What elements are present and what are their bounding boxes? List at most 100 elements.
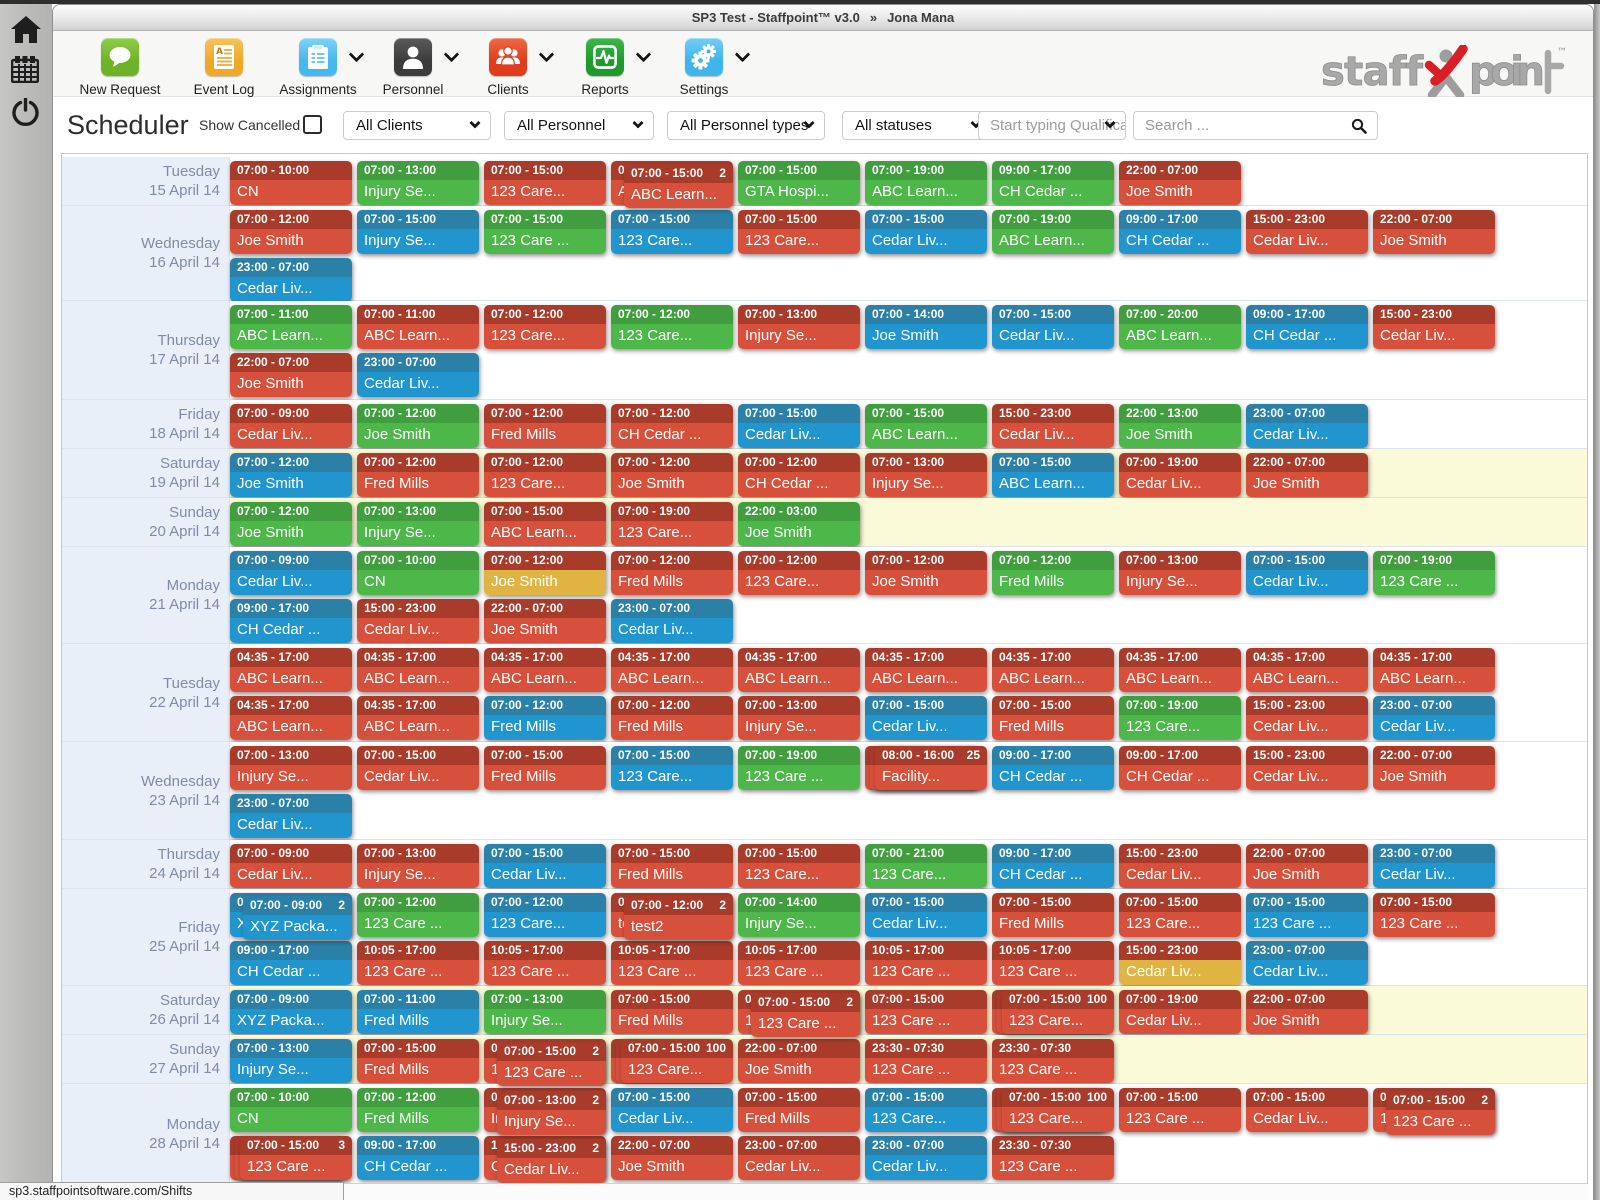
shift-card[interactable]: 07:00 - 19:00 123 Care... [611, 502, 733, 546]
shift-card[interactable]: 10:05 - 17:00 123 Care ... [865, 941, 987, 985]
shift-card[interactable]: 07:00 - 15:00 Cedar Liv... [484, 844, 606, 888]
shift-card[interactable]: 22:00 - 07:00 Joe Smith [1246, 990, 1368, 1034]
shift-card[interactable]: 07:00 - 15:00 123 Care... [738, 210, 860, 254]
chevron-down-icon[interactable] [538, 46, 555, 63]
shift-card[interactable]: 07:00 - 12:00 Fred Mills [357, 1088, 479, 1132]
shift-card[interactable]: 22:00 - 07:00 Joe Smith [1373, 210, 1495, 254]
shift-card[interactable]: 07:00 - 21:00 123 Care... [865, 844, 987, 888]
toolbar-item-personnel[interactable]: Personnel [383, 38, 443, 97]
shift-card[interactable]: 07:00 - 10:00 CN [230, 161, 352, 205]
shift-card[interactable]: 22:00 - 07:00 Joe Smith [1373, 746, 1495, 790]
shift-card-stack[interactable]: 07:00 - 15:00 3 123 Care ... [230, 1136, 352, 1183]
shift-card[interactable]: 22:00 - 07:00 Joe Smith [230, 353, 352, 397]
shift-card[interactable]: 09:00 - 17:00 CH Cedar ... [230, 599, 352, 643]
shift-card[interactable]: 07:00 - 15:00 100 123 Care... [621, 1039, 733, 1083]
shift-card[interactable]: 07:00 - 10:00 CN [357, 551, 479, 595]
shift-card[interactable]: 07:00 - 15:00 Injury Se... [357, 210, 479, 254]
shift-card[interactable]: 22:00 - 07:00 Joe Smith [1246, 453, 1368, 497]
shift-card[interactable]: 07:00 - 15:00 Cedar Liv... [357, 746, 479, 790]
shift-card[interactable]: 07:00 - 12:00 Joe Smith [230, 453, 352, 497]
shift-card[interactable]: 23:00 - 07:00 Cedar Liv... [1373, 696, 1495, 740]
shift-card[interactable]: 04:35 - 17:00 ABC Learn... [738, 648, 860, 692]
personnel-filter-select[interactable]: All Personnel [504, 111, 654, 140]
shift-card[interactable]: 07:00 - 12:00 123 Care... [484, 893, 606, 937]
shift-card[interactable]: 07:00 - 12:00 Fred Mills [484, 696, 606, 740]
shift-card[interactable]: 07:00 - 14:00 Injury Se... [738, 893, 860, 937]
toolbar-item-new-request[interactable]: New Request [79, 38, 161, 97]
power-icon[interactable] [11, 98, 40, 127]
shift-card[interactable]: 22:00 - 13:00 Joe Smith [1119, 404, 1241, 448]
shift-card[interactable]: 04:35 - 17:00 ABC Learn... [484, 648, 606, 692]
shift-card[interactable]: 07:00 - 11:00 Fred Mills [357, 990, 479, 1034]
shift-card[interactable]: 07:00 - 19:00 ABC Learn... [865, 161, 987, 205]
qualification-input[interactable]: Start typing Qualifica [978, 111, 1126, 140]
shift-card[interactable]: 04:35 - 17:00 ABC Learn... [230, 648, 352, 692]
toolbar-item-clients[interactable]: Clients [487, 38, 529, 97]
show-cancelled-checkbox[interactable] [303, 115, 322, 134]
shift-card[interactable]: 07:00 - 10:00 CN [230, 1088, 352, 1132]
shift-card[interactable]: 08:00 - 16:00 25 Facility... [875, 746, 987, 790]
shift-card[interactable]: 23:30 - 07:30 123 Care ... [992, 1039, 1114, 1083]
shift-card[interactable]: 07:00 - 15:00 Fred Mills [992, 893, 1114, 937]
shift-card[interactable]: 10:05 - 17:00 123 Care ... [357, 941, 479, 985]
clients-filter-select[interactable]: All Clients [343, 111, 491, 140]
shift-card[interactable]: 07:00 - 09:00 Cedar Liv... [230, 404, 352, 448]
shift-card[interactable]: 23:00 - 07:00 Cedar Liv... [1246, 941, 1368, 985]
toolbar-item-event-log[interactable]: A Event Log [194, 38, 254, 97]
shift-card[interactable]: 07:00 - 15:00 Fred Mills [611, 844, 733, 888]
shift-card[interactable]: 22:00 - 07:00 Joe Smith [738, 1039, 860, 1083]
shift-card[interactable]: 23:30 - 07:30 123 Care ... [992, 1136, 1114, 1180]
shift-card[interactable]: 07:00 - 15:00 123 Care... [611, 210, 733, 254]
shift-card[interactable]: 07:00 - 15:00 2 ABC Learn... [624, 164, 733, 208]
shift-card[interactable]: 23:00 - 07:00 Cedar Liv... [230, 794, 352, 838]
shift-card[interactable]: 07:00 - 15:00 Cedar Liv... [738, 404, 860, 448]
toolbar-item-settings[interactable]: Settings [680, 38, 728, 97]
shift-card-stack[interactable]: 07:00 - 15:00 100 123 Care... [992, 1088, 1114, 1135]
shift-card[interactable]: 07:00 - 12:00 123 Care... [484, 453, 606, 497]
shift-card[interactable]: 04:35 - 17:00 ABC Learn... [357, 648, 479, 692]
shift-card[interactable]: 09:00 - 17:00 CH Cedar ... [992, 161, 1114, 205]
shift-card[interactable]: 07:00 - 15:00 123 Care... [1119, 893, 1241, 937]
chevron-down-icon[interactable] [348, 46, 365, 63]
shift-card[interactable]: 23:00 - 07:00 Cedar Liv... [1373, 844, 1495, 888]
shift-card[interactable]: 07:00 - 15:00 Cedar Liv... [611, 1088, 733, 1132]
shift-card[interactable]: 09:00 - 17:00 CH Cedar ... [357, 1136, 479, 1180]
shift-card[interactable]: 07:00 - 15:00 Fred Mills [992, 696, 1114, 740]
shift-card[interactable]: 07:00 - 19:00 123 Care ... [738, 746, 860, 790]
shift-card[interactable]: 07:00 - 15:00 Fred Mills [484, 746, 606, 790]
shift-card[interactable]: 04:35 - 17:00 ABC Learn... [1373, 648, 1495, 692]
shift-card[interactable]: 09:00 - 17:00 CH Cedar ... [1119, 210, 1241, 254]
shift-card[interactable]: 07:00 - 12:00 Joe Smith [865, 551, 987, 595]
shift-card[interactable]: 23:00 - 07:00 Cedar Liv... [357, 353, 479, 397]
shift-card[interactable]: 07:00 - 15:00 Fred Mills [357, 1039, 479, 1083]
shift-card[interactable]: 07:00 - 15:00 123 Care... [865, 1088, 987, 1132]
shift-card[interactable]: 07:00 - 15:00 Fred Mills [611, 990, 733, 1034]
shift-card[interactable]: 07:00 - 15:00 100 123 Care... [1002, 990, 1114, 1034]
shift-card-stack[interactable]: 07:00 - 15:00 100 123 Care... [611, 1039, 733, 1086]
shift-card[interactable]: 07:00 - 15:00 GTA Hospi... [738, 161, 860, 205]
toolbar-item-assignments[interactable]: Assignments [279, 38, 357, 97]
shift-card[interactable]: 04:35 - 17:00 ABC Learn... [611, 648, 733, 692]
shift-card[interactable]: 07:00 - 15:00 Cedar Liv... [992, 305, 1114, 349]
shift-card[interactable]: 10:05 - 17:00 123 Care ... [738, 941, 860, 985]
shift-card[interactable]: 09:00 - 17:00 CH Cedar ... [1119, 746, 1241, 790]
shift-card[interactable]: 07:00 - 15:00 3 123 Care ... [240, 1136, 352, 1180]
shift-card[interactable]: 04:35 - 17:00 ABC Learn... [1246, 648, 1368, 692]
shift-card[interactable]: 09:00 - 17:00 CH Cedar ... [992, 844, 1114, 888]
